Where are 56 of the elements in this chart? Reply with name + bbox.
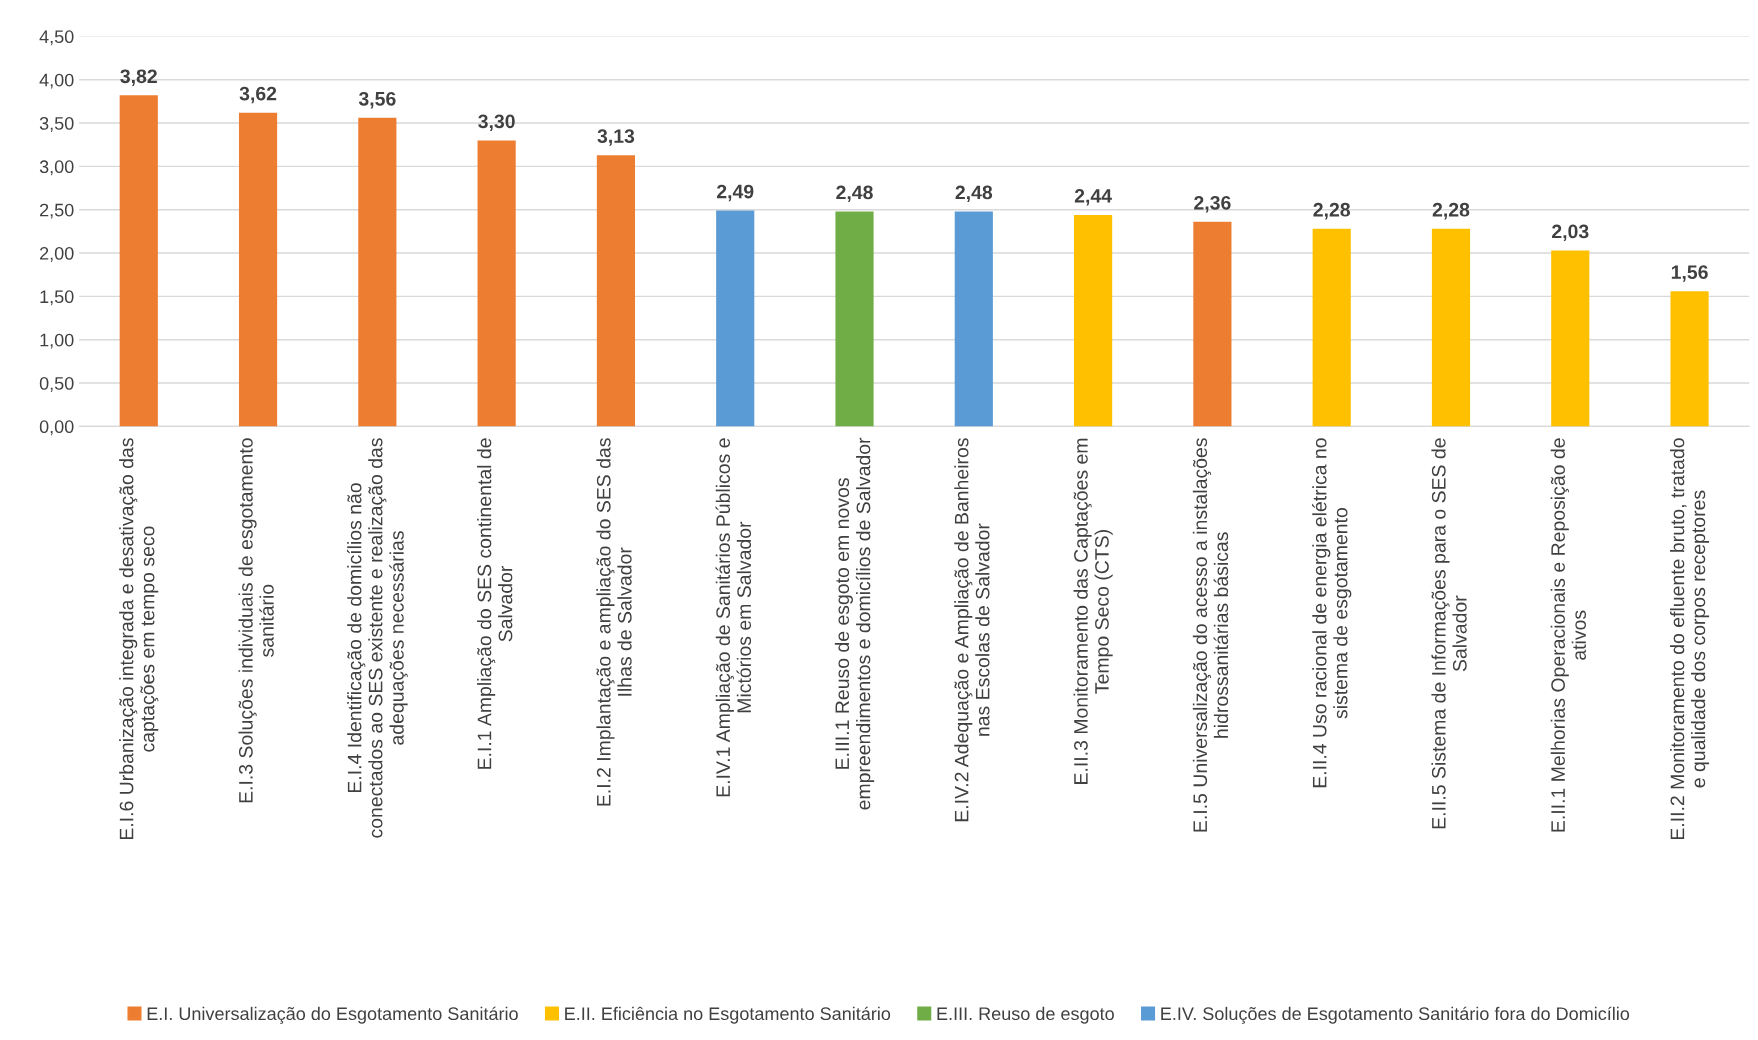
bar: [358, 117, 397, 427]
bar: [954, 211, 993, 427]
bar: [1431, 228, 1471, 427]
x-tick-label: E.I.3 Soluções individuais de esgotamento sanitário: [238, 438, 274, 803]
data-label: 3,30: [478, 114, 515, 132]
x-tick-label: E.II.2 Monitoramento do efluente bruto, tratado e qualidade dos corpos receptores: [1670, 438, 1710, 840]
bar: [596, 155, 636, 427]
y-tick-label: 3,00: [39, 160, 74, 176]
y-tick-label: 1,50: [40, 290, 74, 306]
data-label: 3,62: [239, 86, 277, 104]
y-tick-label: 3,50: [39, 117, 74, 132]
bar: [1074, 214, 1113, 427]
x-tick-label: E.I.6 Urbanização integrada e desativação das captações em tempo seco: [119, 438, 159, 840]
y-tick-label: 4,50: [39, 30, 74, 46]
data-label: 2,36: [1194, 195, 1231, 213]
bar: [1551, 250, 1590, 427]
bar: [477, 140, 516, 427]
bar: [1193, 221, 1232, 427]
x-tick-label: E.II.5 Sistema de Informações para o SES de Salvador: [1431, 438, 1467, 829]
bar: [1670, 291, 1709, 427]
legend-label: E.I. Universalização do Esgotamento Sanitário: [147, 1006, 518, 1024]
bar: [835, 211, 874, 427]
data-label: 2,48: [836, 185, 873, 203]
data-label: 2,03: [1552, 224, 1589, 242]
x-tick-label: E.IV.2 Adequação e Ampliação de Banheiros nas Escolas de Salvador: [954, 438, 990, 822]
bar: [238, 112, 278, 427]
bar: [1312, 228, 1351, 427]
x-tick-label: E.II.3 Monitoramento das Captações em Tempo Seco (CTS): [1073, 438, 1113, 784]
x-tick-label: E.I.2 Implantação e ampliação do SES das Ilhas de Salvador: [596, 438, 632, 806]
legend-label: E.IV. Soluções de Esgotamento Sanitário fora do Domicílio: [1161, 1006, 1630, 1024]
y-tick-label: 2,00: [40, 247, 74, 262]
x-tick-label: E.III.1 Reuso de esgoto em novos empreendimentos e domicílios de Salvador: [834, 437, 875, 810]
data-label: 2,48: [955, 185, 993, 203]
legend-label: E.III. Reuso de esgoto: [937, 1006, 1114, 1024]
y-tick-label: 0,00: [39, 420, 74, 436]
x-tick-label: E.I.1 Ampliação do SES continental de Salvador: [477, 438, 513, 769]
y-tick-label: 0,50: [39, 377, 74, 392]
data-label: 3,56: [358, 91, 396, 109]
data-label: 3,13: [597, 129, 635, 146]
legend-label: E.II. Eficiência no Esgotamento Sanitário: [565, 1006, 891, 1024]
data-label: 2,44: [1074, 188, 1112, 206]
data-label: 3,82: [120, 69, 157, 86]
x-tick-label: E.II.1 Melhorias Operacionais e Reposição de ativos: [1550, 438, 1587, 832]
data-label: 1,56: [1671, 265, 1708, 282]
bar: [716, 210, 755, 427]
y-tick-label: 1,00: [40, 333, 74, 349]
data-label: 2,49: [716, 184, 754, 202]
data-label: 2,28: [1313, 202, 1351, 220]
x-tick-label: E.IV.1 Ampliação de Sanitários Públicos e Mictórios em Salvador: [715, 438, 752, 797]
data-label: 2,28: [1432, 202, 1470, 220]
bar: [119, 95, 158, 427]
y-tick-label: 2,50: [40, 203, 74, 219]
x-tick-label: E.I.4 Identificação de domicílios não conectados ao SES existente e realização das adequações necessárias: [346, 438, 408, 838]
x-tick-label: E.I.5 Universalização do acesso a instalações hidrossanitárias básicas: [1192, 438, 1229, 832]
x-tick-label: E.II.4 Uso racional de energia elétrica no sistema de esgotamento: [1312, 438, 1352, 788]
y-tick-label: 4,00: [39, 73, 74, 89]
